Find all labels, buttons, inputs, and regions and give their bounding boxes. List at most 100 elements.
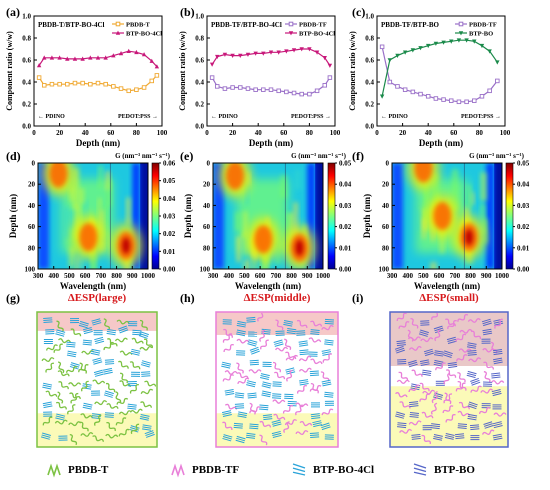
acceptor-line [483, 421, 493, 425]
donor-chain [236, 372, 249, 379]
acceptor-stack [236, 329, 246, 337]
colorbar [505, 162, 514, 270]
schematic-title: ΔESP(middle) [244, 292, 311, 304]
uv-band [38, 163, 49, 269]
data-point [291, 48, 297, 53]
acceptor-stack [433, 350, 444, 357]
acceptor-stack [481, 318, 492, 327]
acceptor-stack [397, 359, 407, 365]
data-point [88, 55, 93, 60]
acceptor-line [481, 318, 491, 323]
right-note: PEDOT:PSS → [118, 114, 158, 120]
acceptor-line [274, 343, 284, 347]
acceptor-line [234, 394, 245, 397]
donor-chain [118, 360, 129, 369]
acceptor-stack [236, 350, 246, 356]
heatmap-field [38, 163, 148, 269]
acceptor-line [107, 328, 117, 332]
donor-chain [58, 381, 69, 390]
donor-chain [430, 402, 438, 415]
texture [71, 267, 77, 269]
y-tick-label: 60 [382, 223, 390, 231]
acceptor-stack [106, 328, 117, 336]
data-point [222, 86, 228, 91]
acceptor-line [271, 419, 281, 423]
acceptor-line [482, 320, 492, 325]
texture [268, 253, 274, 269]
acceptor-line [234, 396, 244, 399]
donor-chain [92, 379, 106, 385]
acceptor-line [296, 334, 306, 336]
donor-chain [491, 380, 505, 385]
x-tick-label: 100 [330, 129, 341, 137]
texture [78, 188, 85, 205]
acceptor-line [260, 375, 270, 379]
y-tick-label: 80 [203, 244, 211, 252]
donor-chain [284, 338, 292, 351]
acceptor-line [433, 396, 442, 400]
acceptor-line [145, 432, 155, 437]
donor-chain [116, 397, 129, 405]
data-point [261, 87, 266, 92]
y-tick-label: 0 [32, 160, 36, 168]
texture [242, 211, 248, 237]
acceptor-line [91, 320, 101, 324]
acceptor-line [287, 328, 297, 331]
donor-chain [494, 318, 503, 329]
acceptor-line [423, 348, 433, 353]
x-tick-label: 900 [481, 272, 492, 280]
x-tick-label: 60 [107, 129, 115, 137]
acceptor-line [260, 373, 270, 377]
acceptor-line [92, 413, 102, 416]
acceptor-line [309, 370, 319, 373]
donor-chain [459, 328, 473, 334]
donor-chain [236, 362, 244, 374]
acceptor-line [262, 414, 272, 417]
x-tick-label: 900 [127, 272, 138, 280]
acceptor-stack [127, 381, 137, 387]
right-note: PEDOT:PSS → [291, 114, 331, 120]
texture [97, 198, 102, 234]
acceptor-stack [419, 359, 430, 367]
x-tick-label: 800 [465, 272, 476, 280]
donor-chain [282, 405, 294, 414]
acceptor-stack [222, 319, 232, 325]
acceptor-stack [467, 413, 478, 421]
series-line-0 [381, 46, 498, 103]
acceptor-stack [245, 432, 256, 439]
donor-chain [399, 428, 413, 434]
acceptor-line [409, 401, 419, 404]
acceptor-line [492, 390, 502, 395]
acceptor-line [431, 423, 441, 426]
y-tick-label: 0.8 [22, 35, 31, 43]
acceptor-line [83, 328, 93, 333]
acceptor-line [482, 330, 492, 334]
acceptor-line [408, 363, 418, 368]
acceptor-line [491, 374, 501, 377]
acceptor-line [321, 351, 332, 354]
texture [288, 212, 294, 243]
ir-band [494, 163, 502, 269]
acceptor-stack [324, 434, 334, 440]
y-tick-label: 100 [200, 266, 211, 274]
texture [424, 190, 429, 219]
donor-chain [118, 410, 132, 416]
gap-layer [390, 372, 508, 389]
acceptor-line [407, 359, 417, 364]
acceptor-line [493, 437, 503, 441]
data-point [111, 84, 116, 89]
texture [98, 165, 103, 189]
donor-chain [223, 343, 235, 353]
acceptor-line [467, 405, 477, 410]
y-tick-label: 100 [379, 266, 390, 274]
acceptor-stack [310, 329, 320, 336]
donor-chain [68, 421, 82, 427]
x-tick-label: 60 [450, 129, 458, 137]
donor-chain [260, 339, 269, 350]
donor-chain [57, 361, 65, 374]
acceptor-line [234, 403, 244, 405]
data-point [215, 54, 220, 60]
legend-item: BTP-BO [413, 463, 475, 476]
data-point [307, 47, 312, 52]
x-tick-label: 300 [387, 272, 398, 280]
